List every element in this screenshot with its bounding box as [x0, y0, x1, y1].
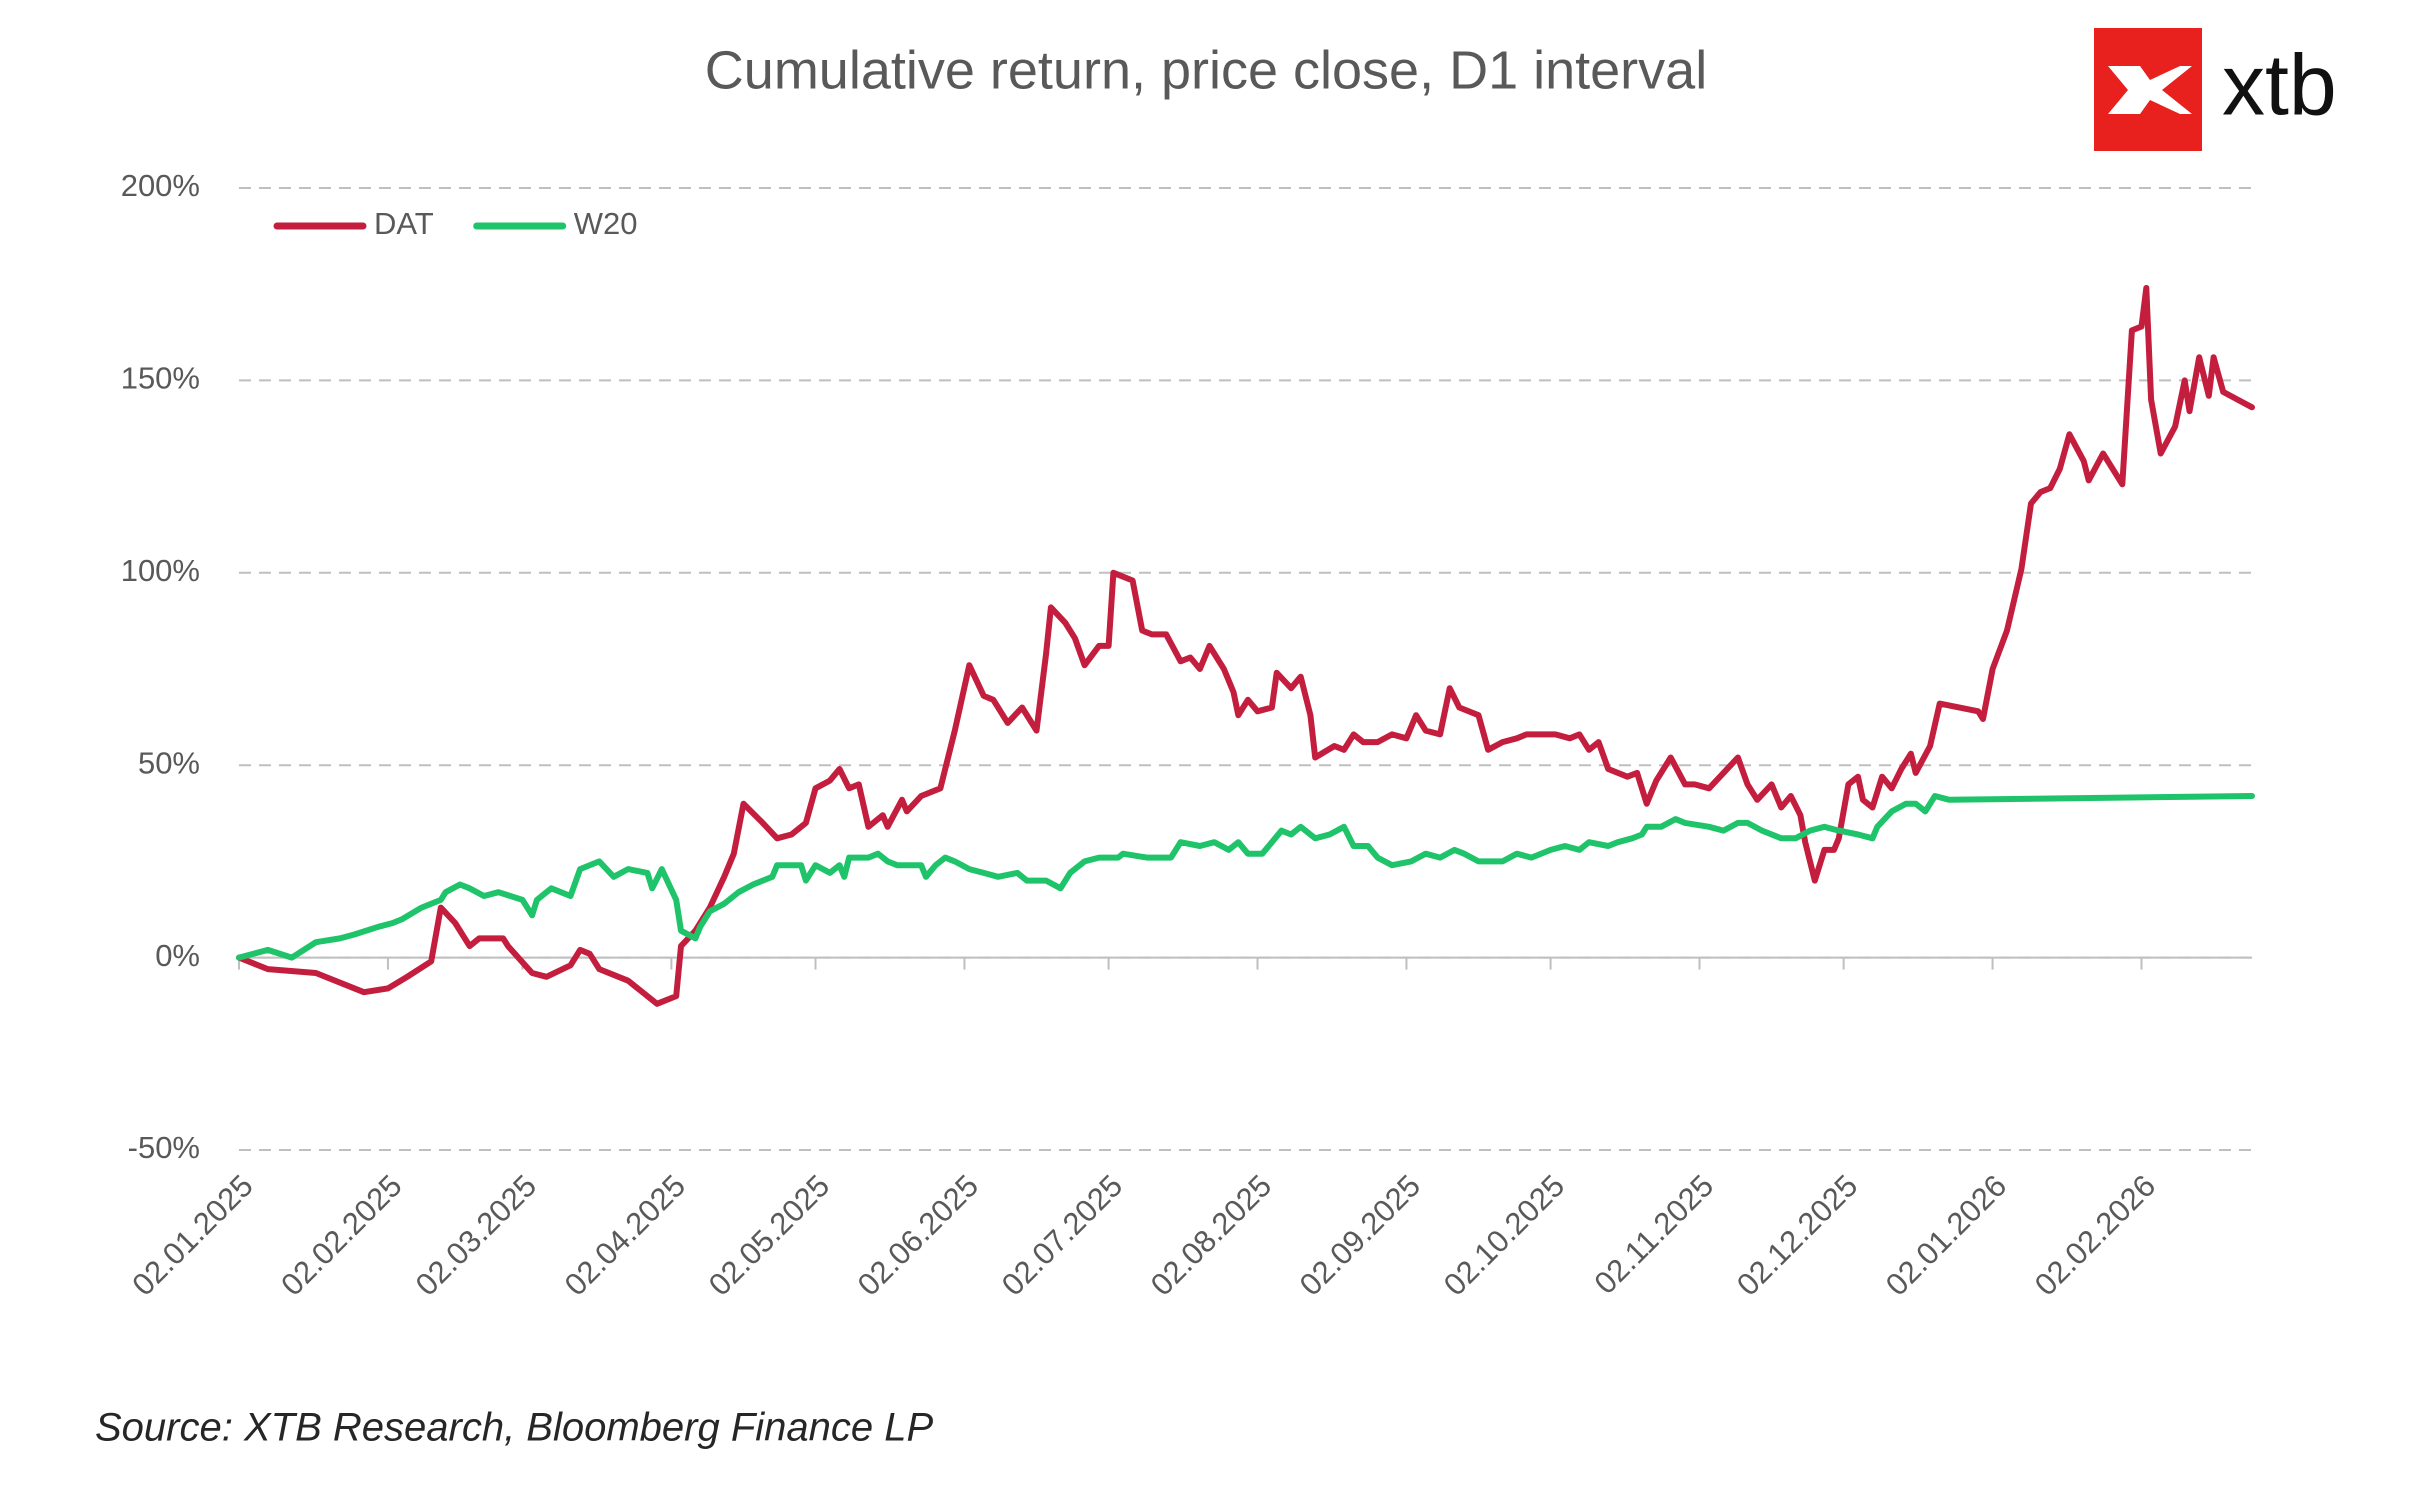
chart-title: Cumulative return, price close, D1 inter…: [705, 40, 1707, 100]
x-tick-label: 02.02.2025: [274, 1168, 408, 1302]
x-tick-label: 02.01.2026: [1879, 1168, 2013, 1302]
x-tick-label: 02.04.2025: [558, 1168, 692, 1302]
x-tick-label: 02.11.2025: [1587, 1168, 1720, 1301]
x-tick-label: 02.06.2025: [851, 1168, 985, 1302]
legend-label: DAT: [374, 206, 434, 241]
x-tick-label: 02.08.2025: [1144, 1168, 1278, 1302]
x-tick-label: 02.09.2025: [1293, 1168, 1427, 1302]
y-tick-label: 200%: [121, 168, 200, 203]
x-tick-label: 02.01.2025: [125, 1168, 259, 1302]
series-line: [236, 285, 2255, 1007]
x-tick-label: 02.10.2025: [1437, 1168, 1571, 1302]
x-tick-label: 02.02.2026: [2028, 1168, 2162, 1302]
legend-label: W20: [574, 206, 638, 241]
x-tick-label: 02.07.2025: [995, 1168, 1129, 1302]
x-tick-label: 02.03.2025: [409, 1168, 543, 1302]
y-tick-label: -50%: [128, 1130, 200, 1165]
y-tick-label: 50%: [138, 745, 200, 780]
source-note: Source: XTB Research, Bloomberg Finance …: [95, 1406, 934, 1450]
y-tick-label: 0%: [155, 938, 200, 973]
logo-text: xtb: [2222, 38, 2337, 134]
series-line: [236, 793, 2255, 961]
logo: xtb: [2094, 28, 2337, 151]
logo-mark: [2108, 66, 2192, 114]
y-tick-label: 150%: [121, 361, 200, 396]
y-tick-label: 100%: [121, 553, 200, 588]
x-tick-label: 02.12.2025: [1730, 1168, 1864, 1302]
x-tick-label: 02.05.2025: [702, 1168, 836, 1302]
